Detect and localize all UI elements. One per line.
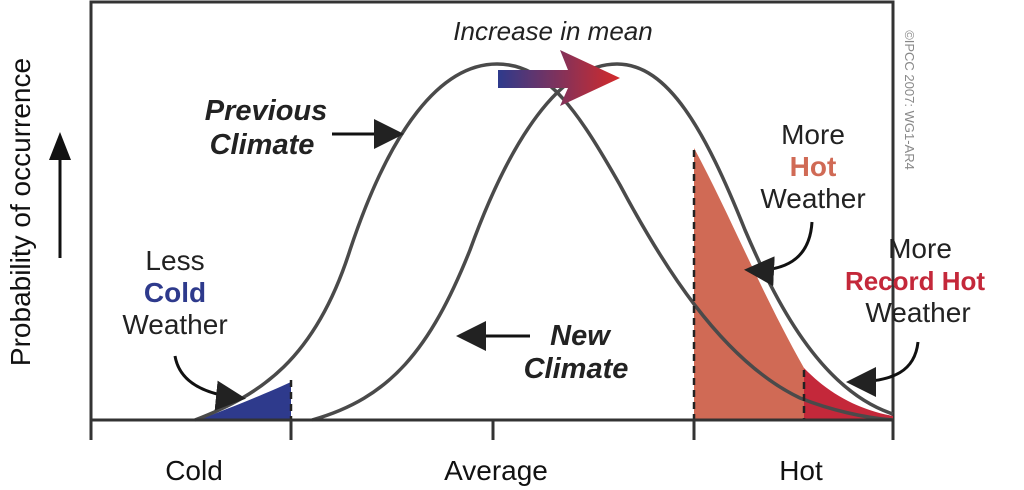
x-tick-hot: Hot [779, 455, 823, 486]
new-climate-curve [311, 62, 894, 422]
y-axis-label: Probability of occurrence [5, 58, 36, 366]
more-record-hot-line1: More [888, 233, 952, 264]
x-tick-average: Average [444, 455, 548, 486]
less-cold-line3: Weather [122, 309, 227, 340]
less-cold-line2: Cold [144, 277, 206, 308]
increase-in-mean-arrow [498, 50, 620, 106]
increase-in-mean-label: Increase in mean [453, 16, 652, 46]
more-hot-line2: Hot [790, 151, 837, 182]
new-climate-label-2: Climate [524, 353, 629, 385]
more-hot-pointer [744, 221, 814, 287]
more-record-hot-line3: Weather [865, 297, 970, 328]
copyright-label: ©IPCC 2007: WG1-AR4 [902, 30, 917, 170]
more-hot-line1: More [781, 119, 845, 150]
less-cold-line1: Less [145, 245, 204, 276]
previous-climate-label-2: Climate [210, 129, 315, 161]
more-record-hot-pointer [846, 341, 920, 397]
more-hot-line3: Weather [760, 183, 865, 214]
new-climate-label-1: New [550, 320, 612, 352]
previous-climate-label-1: Previous [205, 95, 328, 127]
y-axis-arrowhead [49, 132, 71, 160]
x-tick-cold: Cold [165, 455, 223, 486]
more-record-hot-line2: Record Hot [845, 266, 985, 296]
less-cold-region [198, 382, 291, 420]
less-cold-pointer [173, 355, 246, 411]
